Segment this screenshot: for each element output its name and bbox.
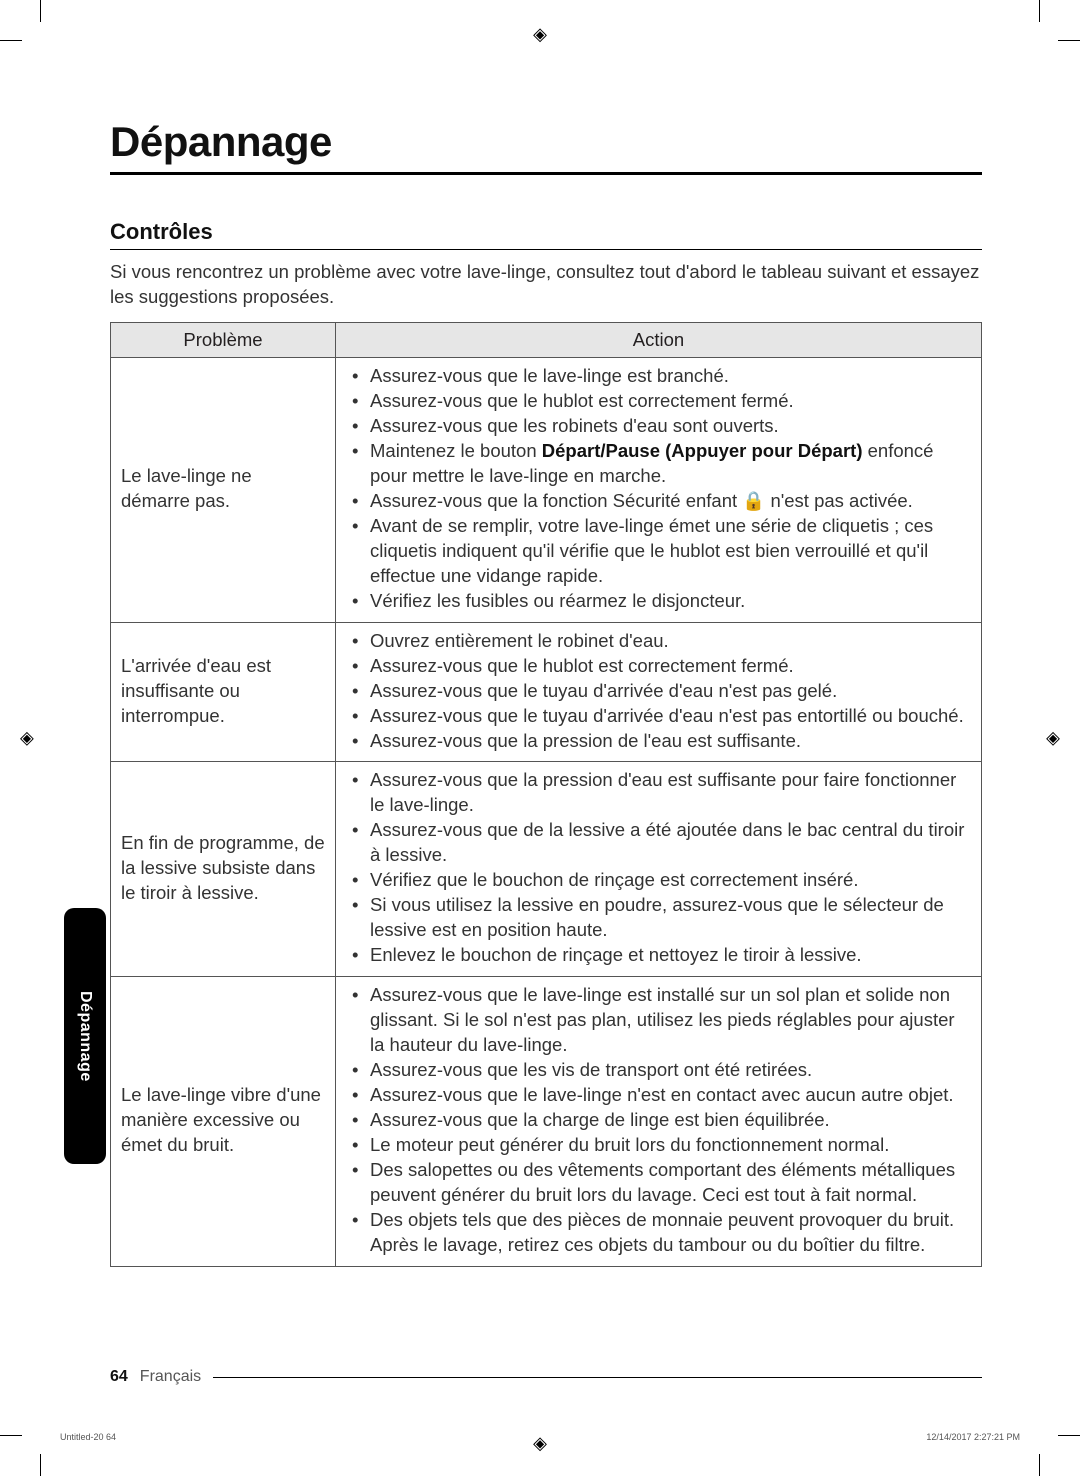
problem-cell: Le lave-linge vibre d'une manière excess… — [111, 977, 336, 1267]
troubleshooting-table: Problème Action Le lave-linge ne démarre… — [110, 322, 982, 1267]
action-item: Des objets tels que des pièces de monnai… — [346, 1208, 971, 1258]
action-item: Assurez-vous que le hublot est correctem… — [346, 389, 971, 414]
action-cell: Assurez-vous que le lave-linge est insta… — [336, 977, 982, 1267]
problem-cell: En fin de programme, de la lessive subsi… — [111, 762, 336, 977]
crop-tick — [0, 1435, 22, 1436]
action-item: Assurez-vous que de la lessive a été ajo… — [346, 818, 971, 868]
table-row: Le lave-linge vibre d'une manière excess… — [111, 977, 982, 1267]
footer-rule — [213, 1377, 982, 1378]
action-item: Avant de se remplir, votre lave-linge ém… — [346, 514, 971, 589]
action-cell: Assurez-vous que le lave-linge est branc… — [336, 357, 982, 622]
side-tab: Dépannage — [64, 908, 106, 1164]
page-number: 64 — [110, 1368, 128, 1386]
action-item: Assurez-vous que le lave-linge est branc… — [346, 364, 971, 389]
page-title: Dépannage — [110, 118, 982, 166]
registration-mark-bottom: ◈ — [533, 1433, 547, 1454]
crop-tick — [0, 40, 22, 41]
crop-tick — [1058, 40, 1080, 41]
col-header-action: Action — [336, 322, 982, 357]
side-tab-label: Dépannage — [76, 991, 94, 1082]
problem-cell: Le lave-linge ne démarre pas. — [111, 357, 336, 622]
table-row: En fin de programme, de la lessive subsi… — [111, 762, 982, 977]
section-heading: Contrôles — [110, 219, 982, 245]
registration-mark-right: ◈ — [1046, 728, 1060, 749]
col-header-problem: Problème — [111, 322, 336, 357]
action-item: Si vous utilisez la lessive en poudre, a… — [346, 893, 971, 943]
title-rule — [110, 172, 982, 175]
action-item: Assurez-vous que les vis de transport on… — [346, 1058, 971, 1083]
action-item: Assurez-vous que la fonction Sécurité en… — [346, 489, 971, 514]
crop-tick — [1039, 0, 1040, 22]
crop-tick — [1039, 1454, 1040, 1476]
registration-mark-left: ◈ — [20, 728, 34, 749]
page-footer: 64 Français — [110, 1368, 982, 1386]
action-item: Vérifiez les fusibles ou réarmez le disj… — [346, 589, 971, 614]
action-item: Assurez-vous que le lave-linge n'est en … — [346, 1083, 971, 1108]
action-item: Assurez-vous que le hublot est correctem… — [346, 654, 971, 679]
crop-tick — [40, 1454, 41, 1476]
action-item: Enlevez le bouchon de rinçage et nettoye… — [346, 943, 971, 968]
action-item: Vérifiez que le bouchon de rinçage est c… — [346, 868, 971, 893]
action-item: Assurez-vous que le lave-linge est insta… — [346, 983, 971, 1058]
action-item: Maintenez le bouton Départ/Pause (Appuye… — [346, 439, 971, 489]
section-rule — [110, 249, 982, 250]
page-content: Dépannage Contrôles Si vous rencontrez u… — [110, 118, 982, 1267]
action-item: Le moteur peut générer du bruit lors du … — [346, 1133, 971, 1158]
crop-tick — [1058, 1435, 1080, 1436]
action-item: Assurez-vous que les robinets d'eau sont… — [346, 414, 971, 439]
action-item: Assurez-vous que la charge de linge est … — [346, 1108, 971, 1133]
action-item: Des salopettes ou des vêtements comporta… — [346, 1158, 971, 1208]
action-item: Assurez-vous que le tuyau d'arrivée d'ea… — [346, 704, 971, 729]
action-item: Assurez-vous que la pression de l'eau es… — [346, 729, 971, 754]
action-item: Ouvrez entièrement le robinet d'eau. — [346, 629, 971, 654]
page-language: Français — [140, 1368, 201, 1386]
imprint-right: 12/14/2017 2:27:21 PM — [926, 1432, 1020, 1442]
problem-cell: L'arrivée d'eau est insuffisante ou inte… — [111, 622, 336, 762]
table-row: L'arrivée d'eau est insuffisante ou inte… — [111, 622, 982, 762]
action-item: Assurez-vous que le tuyau d'arrivée d'ea… — [346, 679, 971, 704]
intro-paragraph: Si vous rencontrez un problème avec votr… — [110, 260, 982, 310]
crop-tick — [40, 0, 41, 22]
action-cell: Assurez-vous que la pression d'eau est s… — [336, 762, 982, 977]
action-cell: Ouvrez entièrement le robinet d'eau.Assu… — [336, 622, 982, 762]
table-row: Le lave-linge ne démarre pas. Assurez-vou… — [111, 357, 982, 622]
action-item: Assurez-vous que la pression d'eau est s… — [346, 768, 971, 818]
registration-mark-top: ◈ — [533, 24, 547, 45]
imprint-left: Untitled-20 64 — [60, 1432, 116, 1442]
